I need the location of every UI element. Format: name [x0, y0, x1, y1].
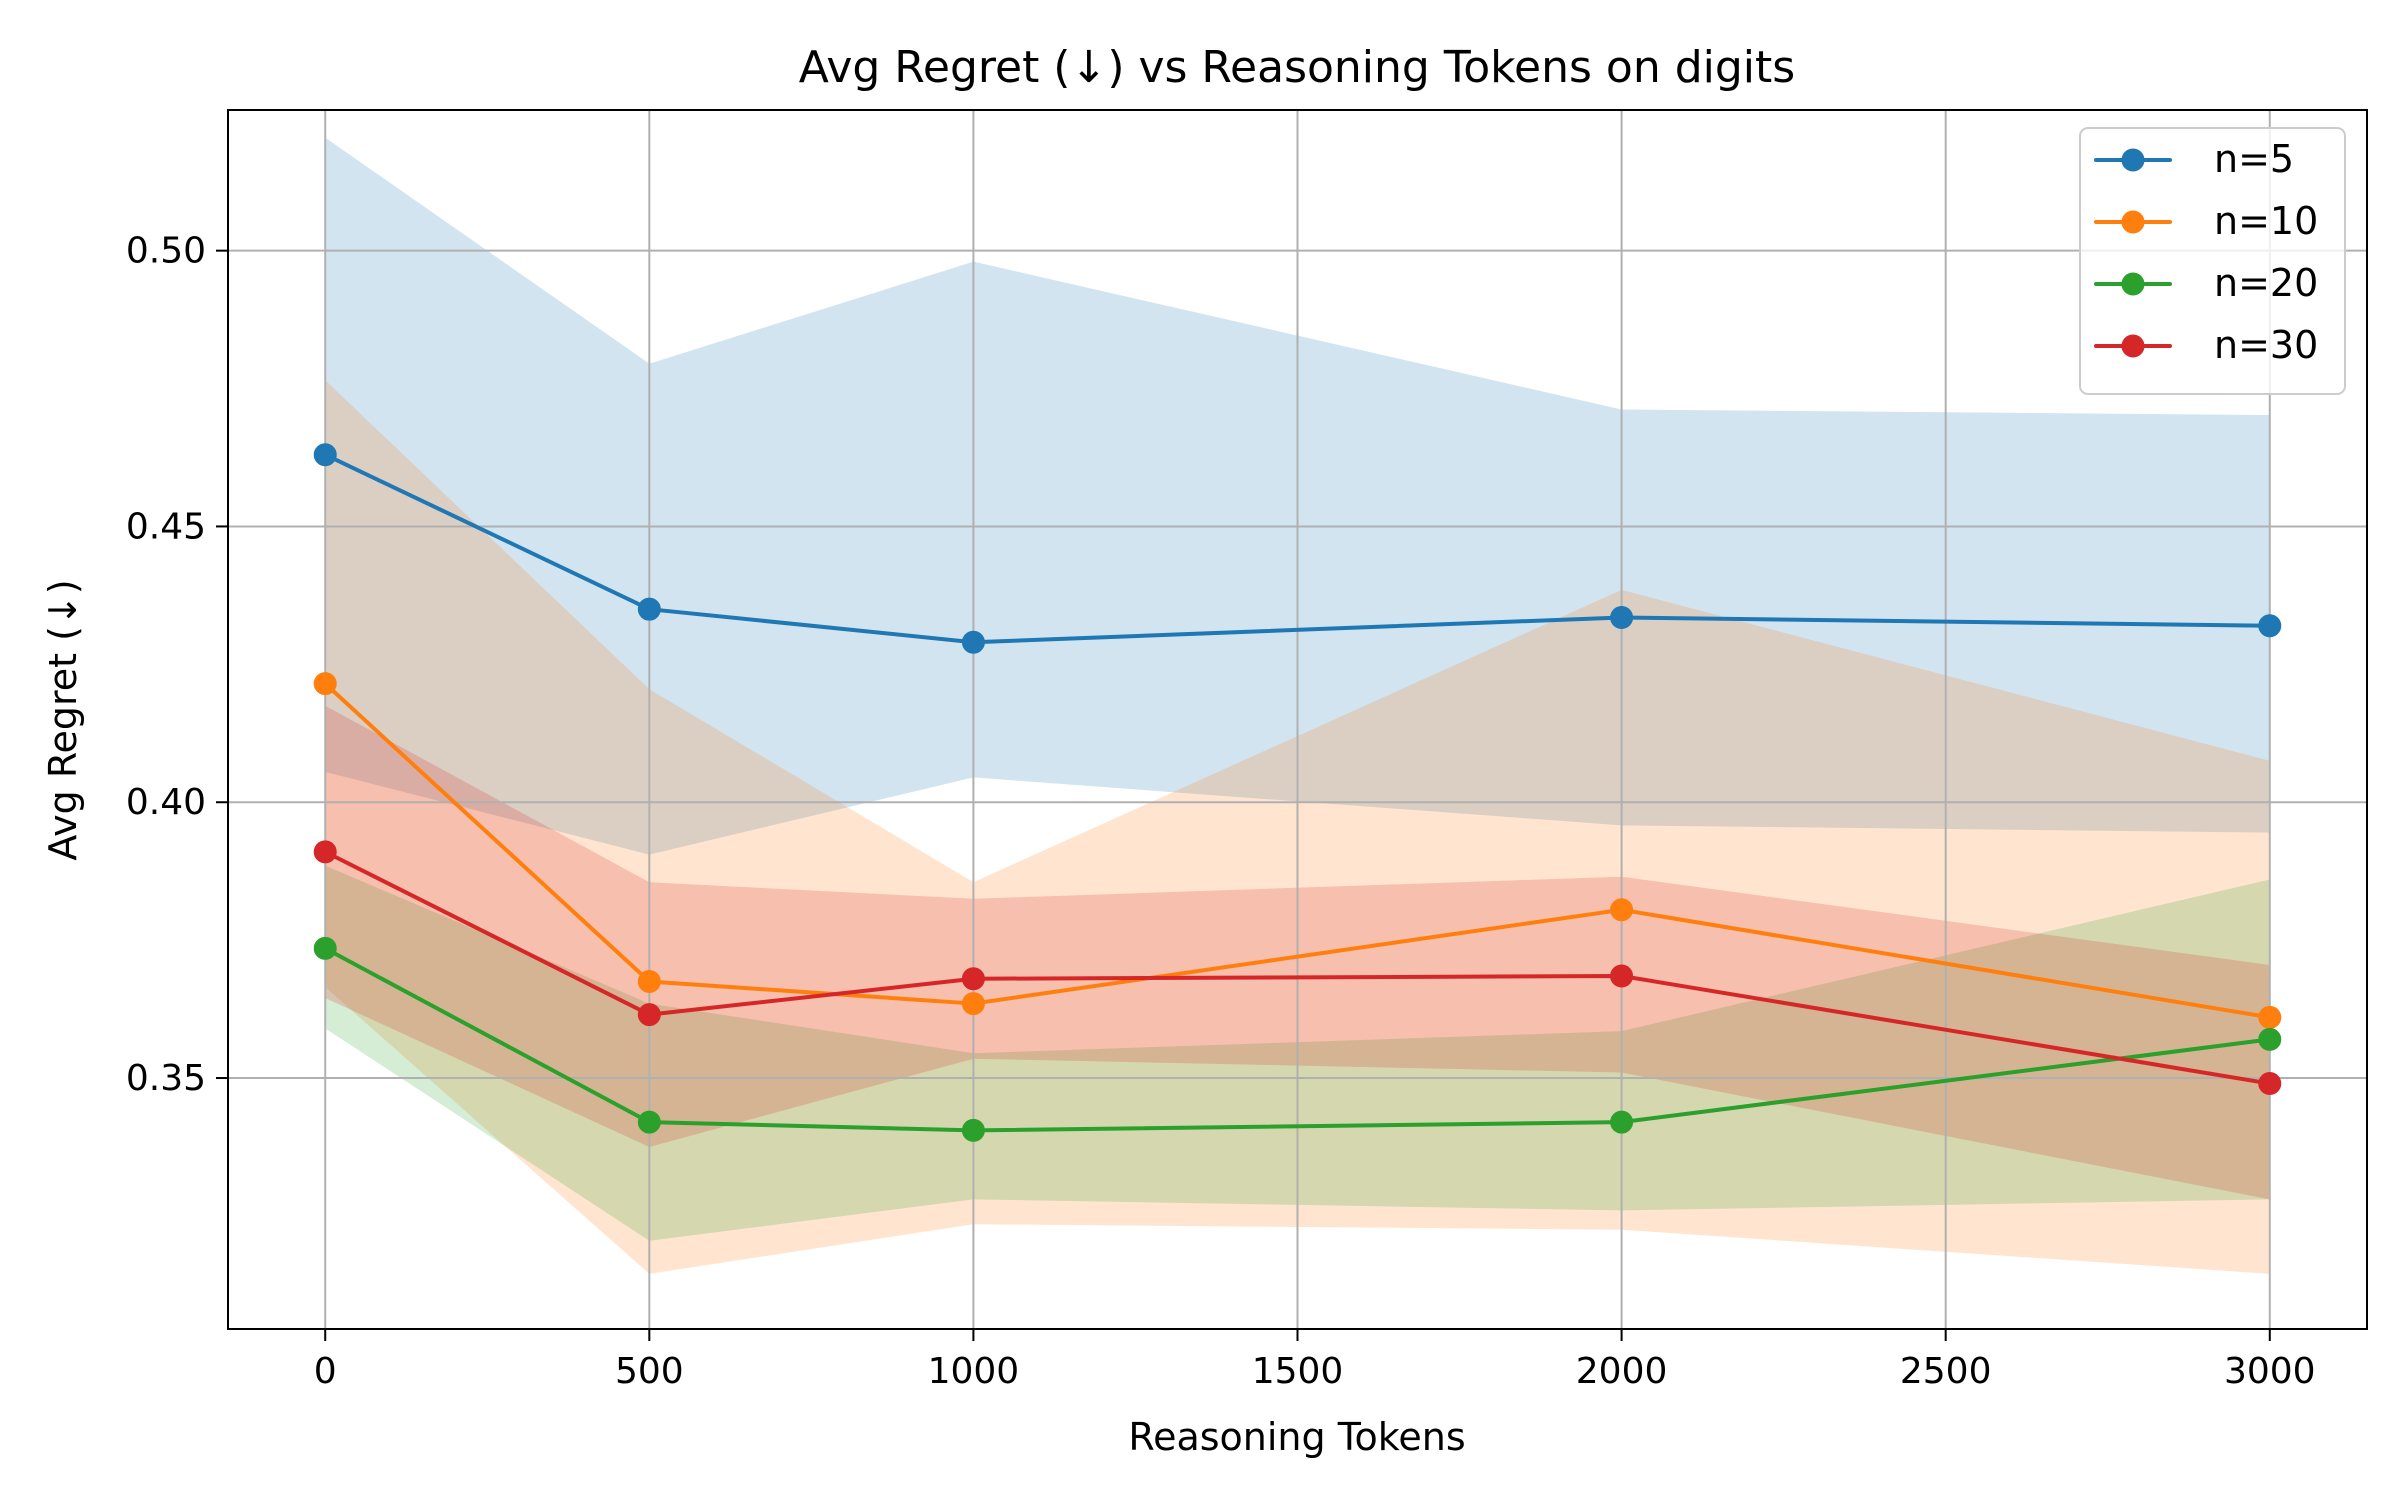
data-point-n-5	[313, 443, 337, 467]
data-point-n-5	[1610, 605, 1634, 629]
legend-label-n-5: n=5	[2214, 137, 2294, 181]
x-tick-label: 1000	[928, 1351, 1020, 1392]
data-point-n-30	[637, 1003, 661, 1027]
chart-title: Avg Regret (↓) vs Reasoning Tokens on di…	[799, 42, 1795, 93]
legend-label-n-20: n=20	[2214, 261, 2318, 305]
x-tick-label: 0	[314, 1351, 337, 1392]
x-tick-label: 500	[615, 1351, 684, 1392]
data-point-n-30	[1610, 964, 1634, 988]
legend-marker-n-10	[2121, 210, 2145, 234]
data-point-n-10	[637, 970, 661, 994]
data-point-n-30	[2258, 1072, 2282, 1096]
legend-marker-n-20	[2121, 272, 2145, 296]
data-point-n-10	[313, 672, 337, 696]
data-point-n-20	[2258, 1027, 2282, 1051]
data-point-n-5	[2258, 614, 2282, 638]
legend-items: n=5 n=10 n=20 n=30	[2094, 137, 2318, 367]
data-point-n-10	[2258, 1005, 2282, 1029]
data-point-n-10	[961, 992, 985, 1016]
y-tick-label: 0.45	[126, 506, 206, 547]
data-point-n-20	[1610, 1110, 1634, 1134]
legend-marker-n-30	[2121, 334, 2145, 358]
legend-box	[2079, 127, 2346, 395]
x-tick-label: 3000	[2224, 1351, 2316, 1392]
y-axis-label: Avg Regret (↓)	[41, 579, 85, 860]
data-point-n-20	[313, 936, 337, 960]
legend-marker-n-5	[2121, 148, 2145, 172]
x-axis-label: Reasoning Tokens	[1128, 1415, 1465, 1459]
data-point-n-5	[637, 597, 661, 621]
data-point-n-5	[961, 630, 985, 654]
legend: n=5 n=10 n=20 n=30	[2079, 127, 2346, 395]
y-tick-label: 0.50	[126, 231, 206, 272]
x-tick-label: 2000	[1576, 1351, 1668, 1392]
x-axis: 0 500 1000 1500 2000 2500 3000	[314, 1329, 2316, 1392]
legend-label-n-10: n=10	[2214, 199, 2318, 243]
data-point-n-10	[1610, 898, 1634, 922]
data-point-n-20	[961, 1118, 985, 1142]
data-point-n-20	[637, 1110, 661, 1134]
data-point-n-30	[313, 840, 337, 864]
y-tick-label: 0.40	[126, 782, 206, 823]
x-tick-label: 1500	[1252, 1351, 1344, 1392]
x-tick-label: 2500	[1900, 1351, 1992, 1392]
y-axis: 0.35 0.40 0.45 0.50	[126, 231, 228, 1099]
legend-label-n-30: n=30	[2214, 323, 2318, 367]
data-point-n-30	[961, 967, 985, 991]
y-tick-label: 0.35	[126, 1058, 206, 1099]
series-lines	[313, 443, 2282, 1142]
